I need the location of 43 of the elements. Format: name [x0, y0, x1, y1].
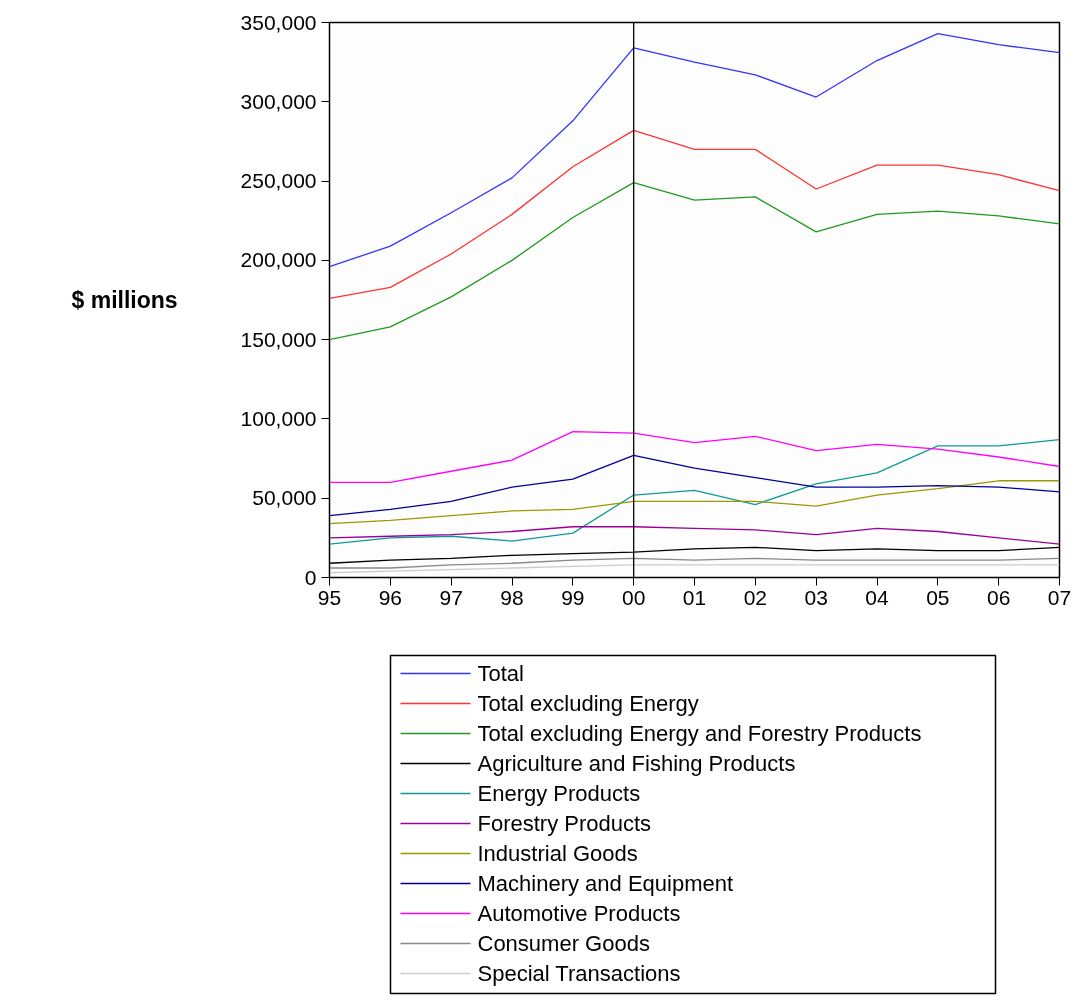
y-axis-title: $ millions — [71, 287, 178, 313]
line-series — [329, 526, 1060, 545]
x-tick-label: 96 — [378, 585, 403, 609]
line-series — [329, 182, 1060, 341]
x-tick-label: 05 — [926, 585, 950, 609]
line-series — [329, 454, 1060, 517]
x-tick-label: 99 — [561, 585, 585, 609]
line-series — [329, 557, 1060, 569]
legend-label: Machinery and Equipment — [477, 871, 734, 896]
x-tick-label: 97 — [439, 585, 463, 609]
y-tick-label: 300,000 — [240, 89, 317, 113]
x-tick-label: 04 — [865, 585, 889, 609]
x-tick-label: 98 — [500, 585, 524, 609]
legend-label: Total excluding Energy — [477, 691, 699, 716]
legend-label: Agriculture and Fishing Products — [477, 751, 796, 776]
y-tick-label: 250,000 — [240, 169, 317, 193]
x-tick-label: 01 — [682, 585, 707, 609]
legend-label: Forestry Products — [477, 811, 652, 836]
y-tick-label: 100,000 — [240, 406, 317, 430]
line-series — [329, 438, 1060, 545]
line-series — [329, 32, 1060, 268]
y-tick-label: 350,000 — [240, 10, 317, 34]
x-tick-label: 00 — [621, 585, 646, 609]
x-tick-label: 06 — [986, 585, 1011, 609]
legend-label: Consumer Goods — [477, 931, 650, 956]
x-tick-label: 07 — [1047, 585, 1072, 609]
line-series — [329, 564, 1060, 574]
y-tick-label: 0 — [304, 565, 317, 589]
x-tick-label: 03 — [804, 585, 828, 609]
legend-label: Automotive Products — [477, 901, 681, 926]
line-series — [329, 430, 1060, 484]
line-series — [329, 480, 1060, 525]
x-tick-label: 95 — [317, 585, 342, 609]
y-tick-label: 150,000 — [240, 327, 317, 351]
line-series — [329, 129, 1060, 300]
y-tick-label: 200,000 — [240, 248, 317, 272]
legend-label: Industrial Goods — [477, 841, 638, 866]
x-tick-label: 02 — [743, 585, 768, 609]
legend-label: Total excluding Energy and Forestry Products — [477, 721, 922, 746]
y-tick-label: 50,000 — [252, 486, 317, 510]
legend-label: Total — [477, 661, 524, 686]
legend-label: Energy Products — [477, 781, 641, 806]
legend-label: Special Transactions — [477, 961, 681, 986]
